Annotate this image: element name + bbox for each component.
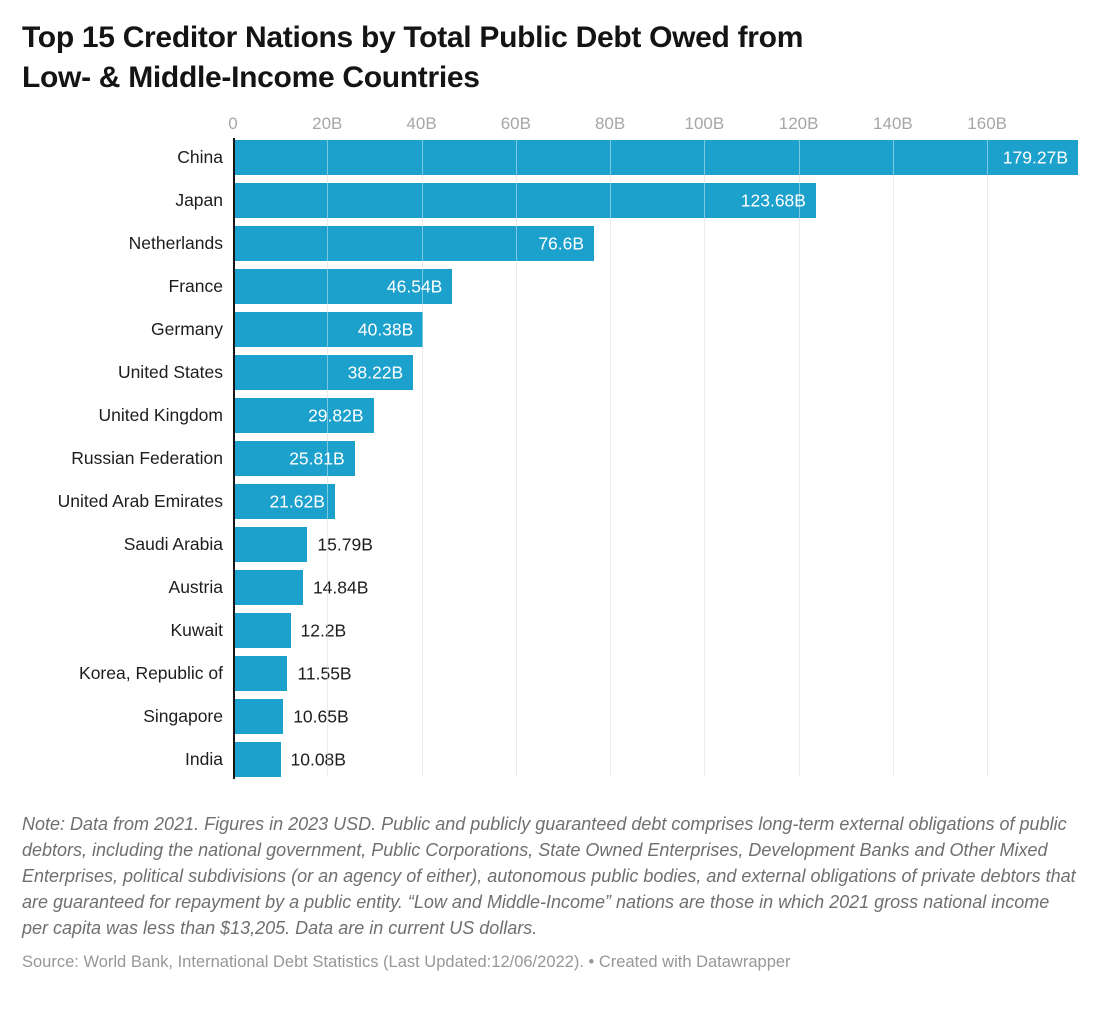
x-tick-label: 120B (778, 114, 819, 133)
bar-row: United Arab Emirates 21.62B (22, 484, 1078, 519)
category-label: India (185, 749, 223, 769)
chart-title-line2: Low- & Middle-Income Countries (22, 61, 480, 94)
bar-row: Russian Federation 25.81B (22, 441, 1078, 476)
value-label: 14.84B (312, 577, 369, 597)
value-label: 123.68B (740, 190, 806, 210)
chart-title-line1: Top 15 Creditor Nations by Total Public … (22, 21, 804, 54)
bar-track: 12.2B (233, 613, 1078, 648)
bar-track: 38.22B (233, 355, 1078, 390)
category-label: Germany (151, 319, 223, 339)
value-label: 25.81B (289, 448, 345, 468)
bar-row: China 179.27B (22, 140, 1078, 175)
category-label: Kuwait (170, 620, 223, 640)
bar-track: 25.81B (233, 441, 1078, 476)
bar[interactable] (233, 613, 291, 648)
bar[interactable]: 46.54B (233, 269, 453, 304)
value-label: 10.65B (293, 706, 349, 726)
bar-row: Germany 40.38B (22, 312, 1078, 347)
bar-track: 123.68B (233, 183, 1078, 218)
bar-row: Korea, Republic of 11.55B (22, 656, 1078, 691)
x-tick-label: 0 (228, 114, 238, 133)
category-label: Saudi Arabia (123, 534, 223, 554)
bar-row: Singapore 10.65B (22, 699, 1078, 734)
bar-track: 11.55B (233, 656, 1078, 691)
bar[interactable]: 123.68B (233, 183, 816, 218)
bar-row: United Kingdom 29.82B (22, 398, 1078, 433)
chart-title: Top 15 Creditor Nations by Total Public … (22, 18, 1078, 98)
bar-row: France 46.54B (22, 269, 1078, 304)
bar-track: 14.84B (233, 570, 1078, 605)
category-label: Korea, Republic of (79, 663, 223, 683)
bar-row: India 10.08B (22, 742, 1078, 777)
value-label: 12.2B (300, 620, 347, 640)
bar-row: Kuwait 12.2B (22, 613, 1078, 648)
value-label: 38.22B (347, 362, 404, 382)
category-label: China (177, 147, 223, 167)
bar-row: Saudi Arabia 15.79B (22, 527, 1078, 562)
chart-body: China 179.27B Japan 123.68B Netherlands 76.6B… (22, 138, 1078, 779)
bar[interactable] (233, 656, 288, 691)
bar[interactable] (233, 742, 281, 777)
value-label: 29.82B (308, 405, 364, 425)
value-label: 40.38B (357, 319, 414, 339)
x-tick-label: 100B (684, 114, 725, 133)
bar-row: Austria 14.84B (22, 570, 1078, 605)
bar-track: 15.79B (233, 527, 1078, 562)
value-label: 46.54B (386, 276, 443, 296)
category-label: Netherlands (128, 233, 223, 253)
value-label: 10.08B (290, 749, 346, 769)
bar-chart: 0 20B 40B 60B 80B 100B 120B 140B 160B China 179.2… (22, 110, 1078, 779)
bar-track: 76.6B (233, 226, 1078, 261)
x-axis: 0 20B 40B 60B 80B 100B 120B 140B 160B (228, 110, 1078, 137)
bar[interactable]: 21.62B (233, 484, 335, 519)
bar-track: 29.82B (233, 398, 1078, 433)
x-tick-label: 80B (594, 114, 626, 133)
x-tick-label: 160B (967, 114, 1008, 133)
value-label: 179.27B (1002, 147, 1068, 167)
chart-note: Note: Data from 2021. Figures in 2023 US… (22, 814, 1076, 938)
bar-track: 21.62B (233, 484, 1078, 519)
chart-source: Source: World Bank, International Debt S… (22, 953, 791, 971)
bar[interactable] (233, 527, 308, 562)
bar-track: 179.27B (233, 140, 1078, 175)
category-label: Russian Federation (71, 448, 223, 468)
x-tick-label: 60B (500, 114, 531, 133)
category-label: Austria (168, 577, 223, 597)
value-label: 21.62B (269, 491, 325, 511)
bar[interactable]: 25.81B (233, 441, 355, 476)
bar-row: United States 38.22B (22, 355, 1078, 390)
bar-track: 10.08B (233, 742, 1078, 777)
category-label: United Kingdom (98, 405, 223, 425)
bar[interactable]: 29.82B (233, 398, 374, 433)
bar-track: 46.54B (233, 269, 1078, 304)
bar[interactable] (233, 570, 303, 605)
value-label: 15.79B (317, 534, 373, 554)
bar[interactable]: 179.27B (233, 140, 1078, 175)
bar-row: Netherlands 76.6B (22, 226, 1078, 261)
x-tick-label: 140B (873, 114, 913, 133)
x-tick-label: 40B (406, 114, 437, 133)
bar-rows: China 179.27B Japan 123.68B Netherlands 76.6B… (22, 140, 1078, 777)
bar[interactable]: 40.38B (233, 312, 424, 347)
category-label: Singapore (143, 706, 223, 726)
category-label: Japan (175, 190, 223, 210)
value-label: 11.55B (297, 663, 352, 683)
bar-row: Japan 123.68B (22, 183, 1078, 218)
x-tick-label: 20B (312, 114, 343, 133)
bar[interactable]: 38.22B (233, 355, 414, 390)
category-label: France (168, 276, 223, 296)
category-label: United Arab Emirates (57, 491, 223, 511)
bar-track: 40.38B (233, 312, 1078, 347)
category-label: United States (117, 362, 223, 382)
y-axis-line (233, 138, 235, 779)
value-label: 76.6B (538, 233, 585, 253)
bar[interactable]: 76.6B (233, 226, 595, 261)
bar[interactable] (233, 699, 284, 734)
bar-track: 10.65B (233, 699, 1078, 734)
